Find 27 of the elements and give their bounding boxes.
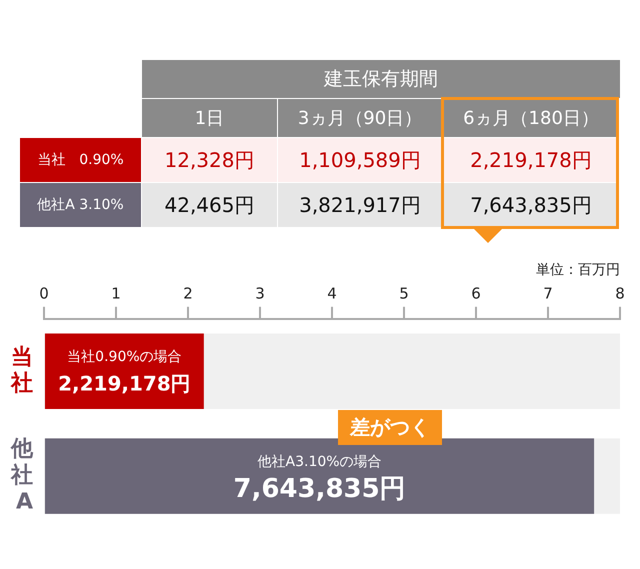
annotation: 当社0.90%の場合 2,219,178円: [58, 348, 191, 396]
category-label: 他社A 3.10%: [37, 197, 124, 213]
x-tick-label: 4: [327, 284, 337, 303]
category-label: 3ヵ月（90日）: [278, 99, 442, 137]
y-tick-label: 当社: [10, 344, 33, 396]
text: 2,219,178円: [470, 148, 592, 172]
x-tick-label: 8: [615, 284, 625, 303]
x-tick-label: 5: [399, 284, 409, 303]
text: 42,465円: [164, 192, 254, 216]
y-tick-label: 他社A: [10, 436, 34, 514]
text: 7,643,835円: [470, 192, 592, 216]
x-tick-label: 0: [39, 284, 49, 303]
annotation: 差がつく: [338, 410, 442, 445]
text: 3,821,917円: [299, 192, 421, 216]
category-label: 6ヵ月（180日）: [443, 99, 619, 137]
category-label: 1日: [142, 99, 277, 137]
x-axis-title: 単位：百万円: [536, 262, 620, 278]
x-tick-label: 2: [183, 284, 193, 303]
text: 建玉保有期間: [142, 60, 620, 98]
x-tick-label: 3: [255, 284, 265, 303]
x-tick-label: 1: [111, 284, 121, 303]
category-label: 当社 0.90%: [37, 152, 124, 168]
x-tick-label: 6: [471, 284, 481, 303]
annotation: 他社A3.10%の場合 7,643,835円: [233, 454, 406, 504]
text: 12,328円: [164, 148, 254, 172]
text: 1,109,589円: [299, 148, 421, 172]
x-tick-label: 7: [543, 284, 553, 303]
